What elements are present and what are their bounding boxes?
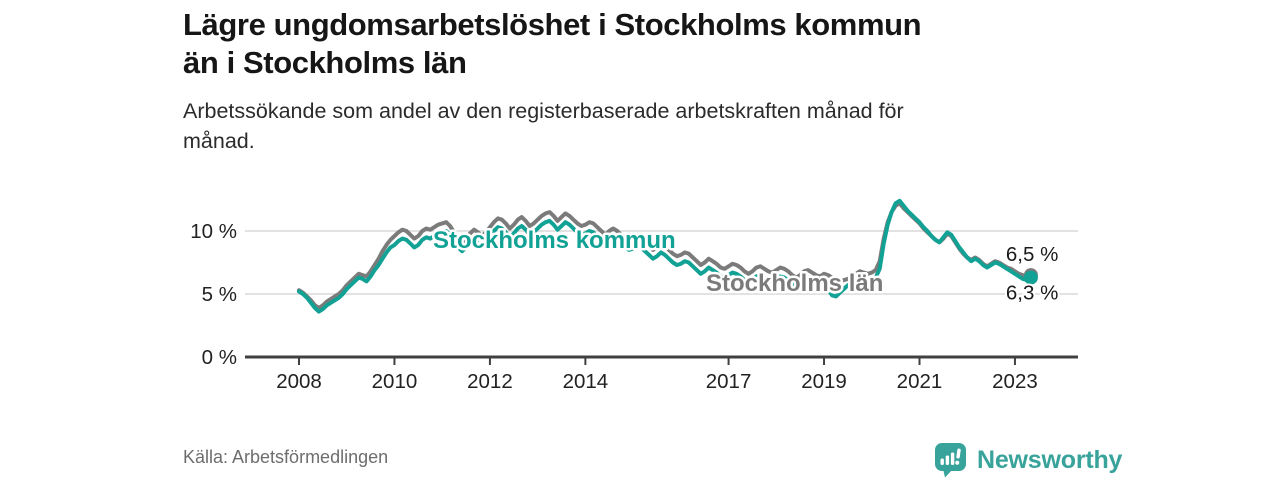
- y-tick-label: 5 %: [202, 283, 237, 306]
- newsworthy-logo-icon: [935, 443, 966, 478]
- end-value-label: 6,5 %: [1006, 243, 1058, 266]
- x-tick-label: 2021: [897, 370, 943, 393]
- y-tick-label: 10 %: [190, 220, 237, 243]
- series-label-stockholms-kommun: Stockholms kommun: [433, 227, 676, 254]
- y-tick-label: 0 %: [202, 346, 237, 369]
- page-title-line-2: än i Stockholms län: [183, 45, 467, 80]
- x-tick-label: 2019: [801, 370, 847, 393]
- x-tick-label: 2010: [372, 370, 418, 393]
- source-note: Källa: Arbetsförmedlingen: [183, 447, 389, 467]
- page-title-line-1: Lägre ungdomsarbetslöshet i Stockholms k…: [183, 7, 922, 42]
- newsworthy-brand: Newsworthy: [934, 442, 1122, 478]
- chart-subtitle-line-2: månad.: [183, 129, 255, 153]
- x-tick-label: 2008: [276, 370, 322, 393]
- x-tick-label: 2023: [992, 370, 1038, 393]
- x-tick-label: 2017: [706, 370, 752, 393]
- series-end-dot: [1023, 270, 1038, 285]
- newsworthy-wordmark: Newsworthy: [977, 445, 1123, 474]
- series-line-stockholms-kommun: [297, 198, 1033, 314]
- chart-subtitle: Arbetssökande som andel av den registerb…: [183, 96, 1043, 156]
- x-tick-label: 2014: [563, 370, 609, 393]
- x-tick-label: 2012: [467, 370, 513, 393]
- page-title: Lägre ungdomsarbetslöshet i Stockholms k…: [183, 6, 1083, 82]
- series-label-stockholms-l-n: Stockholms län: [706, 270, 883, 297]
- end-value-label: 6,3 %: [1006, 282, 1058, 305]
- chart-subtitle-line-1: Arbetssökande som andel av den registerb…: [183, 99, 904, 123]
